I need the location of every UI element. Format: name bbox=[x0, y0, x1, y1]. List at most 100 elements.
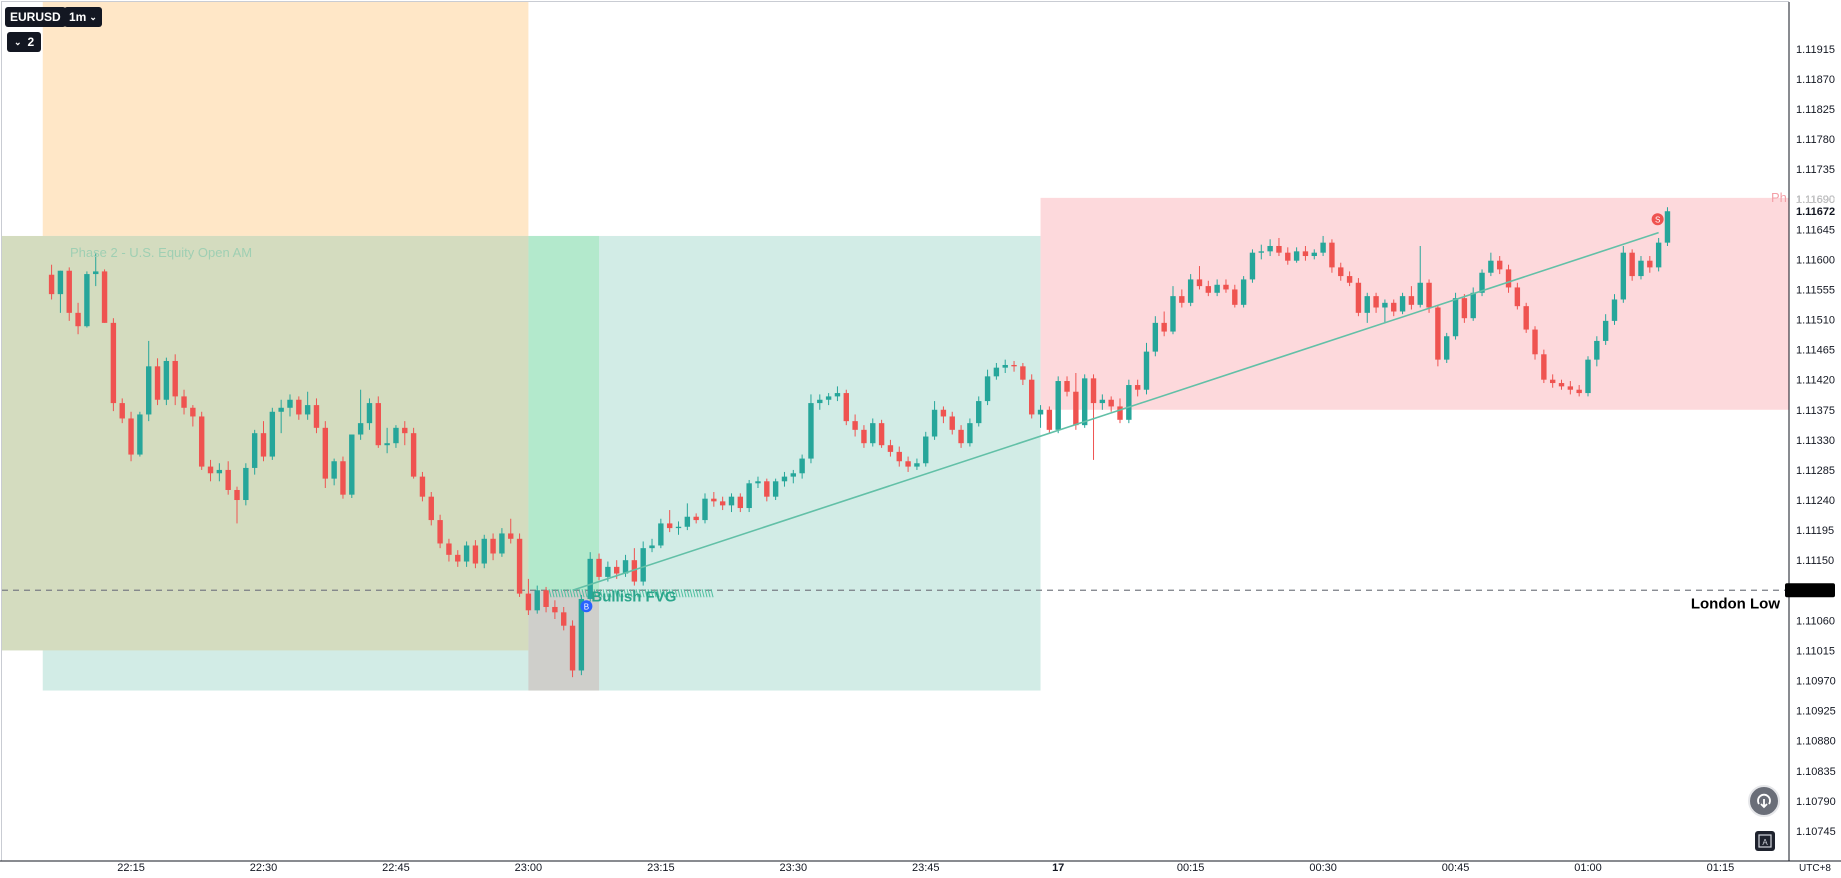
candle-body bbox=[1408, 296, 1415, 305]
auto-scale-button[interactable]: A bbox=[1755, 831, 1775, 851]
candle-body bbox=[1055, 381, 1061, 430]
candle-body bbox=[1497, 260, 1503, 270]
candle-body bbox=[905, 461, 911, 467]
scroll-to-realtime-button[interactable] bbox=[1748, 785, 1780, 817]
candle-body bbox=[1567, 386, 1574, 390]
time-tick-label: 01:00 bbox=[1574, 862, 1602, 874]
candle-body bbox=[958, 429, 964, 444]
interval-button[interactable]: 1m ⌄ bbox=[64, 7, 102, 27]
candle-body bbox=[755, 481, 761, 484]
candle-body bbox=[1090, 378, 1097, 404]
candle-body bbox=[702, 498, 708, 521]
fvg-hatch bbox=[557, 589, 561, 598]
candle-body bbox=[1134, 385, 1141, 390]
fvg-hatch bbox=[689, 589, 693, 598]
time-tick-label: 23:15 bbox=[647, 862, 675, 874]
candle-body bbox=[940, 409, 947, 417]
candle-body bbox=[216, 469, 223, 474]
candle-body bbox=[931, 409, 938, 437]
candle-body bbox=[48, 274, 55, 295]
fvg-hatch bbox=[641, 589, 645, 598]
fvg-hatch bbox=[686, 589, 690, 598]
trendline bbox=[572, 231, 1659, 592]
candle-body bbox=[878, 423, 885, 446]
right-zone-label: Ph bbox=[1771, 190, 1787, 205]
fvg-hatch bbox=[554, 589, 558, 598]
candle-body bbox=[817, 399, 823, 404]
fvg-hatch bbox=[707, 589, 711, 598]
buy-marker bbox=[580, 600, 593, 613]
candle-body bbox=[1187, 279, 1194, 303]
candle-body bbox=[1117, 406, 1123, 420]
candle-body bbox=[711, 498, 717, 502]
candle-body bbox=[825, 396, 832, 400]
candle-body bbox=[508, 533, 514, 539]
candle-body bbox=[357, 423, 364, 435]
candle-body bbox=[481, 538, 487, 564]
candle-body bbox=[84, 274, 90, 327]
sell-marker-label: S bbox=[1655, 215, 1660, 224]
candle-body bbox=[1655, 242, 1662, 268]
fvg-hatch bbox=[578, 589, 582, 598]
candle-body bbox=[1664, 211, 1671, 243]
fvg-hatch bbox=[680, 589, 684, 598]
candle-body bbox=[852, 421, 858, 430]
indicators-toggle-button[interactable]: ⌄ 2 bbox=[7, 32, 42, 52]
candle-body bbox=[728, 496, 735, 506]
candle-body bbox=[1549, 379, 1556, 384]
candle-body bbox=[349, 434, 355, 495]
candle-body bbox=[781, 476, 788, 482]
chevron-down-icon: ⌄ bbox=[14, 37, 22, 47]
candle-body bbox=[1638, 260, 1644, 277]
fvg-hatch bbox=[608, 589, 612, 598]
candle-body bbox=[1382, 302, 1388, 308]
price-tick-label: 1.10790 bbox=[1796, 796, 1836, 808]
candle-body bbox=[1594, 340, 1600, 360]
fvg-hatch bbox=[662, 589, 666, 598]
candle-body bbox=[949, 416, 955, 430]
buy-marker-label: B bbox=[584, 602, 589, 611]
price-axis-bg bbox=[1789, 0, 1841, 878]
candle-body bbox=[578, 598, 585, 671]
candle-body bbox=[154, 366, 161, 400]
candle-body bbox=[799, 458, 805, 474]
time-tick-label: 17 bbox=[1052, 862, 1064, 874]
candle-body bbox=[1064, 381, 1070, 392]
candle-body bbox=[1602, 320, 1609, 341]
candle-body bbox=[1126, 385, 1132, 420]
candle-body bbox=[446, 543, 452, 555]
candle-body bbox=[1391, 302, 1397, 312]
candle-body bbox=[181, 396, 187, 408]
candle-body bbox=[1364, 296, 1370, 313]
candle-body bbox=[428, 496, 434, 521]
candle-body bbox=[75, 312, 81, 327]
symbol-button[interactable]: EURUSD bbox=[5, 7, 66, 27]
candle-body bbox=[437, 520, 443, 544]
candle-body bbox=[649, 545, 655, 549]
fvg-hatch bbox=[563, 589, 567, 598]
candle-body bbox=[1285, 252, 1291, 261]
candle-body bbox=[1470, 292, 1476, 319]
candle-body bbox=[1629, 252, 1635, 277]
candle-body bbox=[1073, 391, 1079, 426]
candle-body bbox=[1099, 399, 1106, 404]
fvg-hatch bbox=[620, 589, 624, 598]
fvg-hatch bbox=[632, 589, 636, 598]
candle-body bbox=[269, 411, 276, 457]
fvg-hatch bbox=[677, 589, 681, 598]
candle-body bbox=[490, 538, 496, 554]
candle-body bbox=[569, 625, 576, 671]
candle-body bbox=[1011, 364, 1017, 367]
candle-body bbox=[1647, 260, 1653, 268]
candle-body bbox=[410, 433, 417, 477]
fvg-hatch bbox=[596, 589, 600, 598]
candle-body bbox=[137, 414, 143, 455]
candle-body bbox=[1029, 379, 1035, 415]
sell-marker bbox=[1651, 213, 1664, 226]
phase-label: Phase 2 - U.S. Equity Open AM bbox=[70, 245, 252, 260]
fvg-hatch bbox=[584, 589, 588, 598]
price-tick-label: 1.11780 bbox=[1796, 134, 1835, 146]
candle-body bbox=[1373, 296, 1379, 308]
candle-body bbox=[596, 558, 602, 577]
